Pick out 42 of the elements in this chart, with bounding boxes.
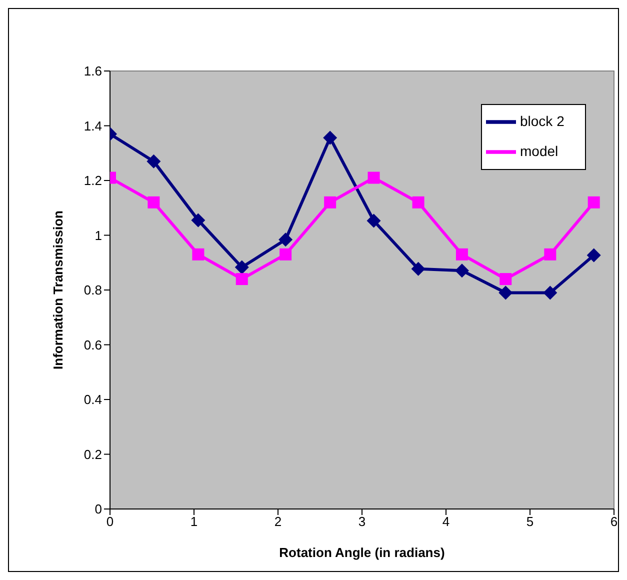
y-tick-label: 0.4 bbox=[84, 392, 102, 408]
x-axis-title: Rotation Angle (in radians) bbox=[279, 545, 445, 560]
x-tick-label: 2 bbox=[274, 514, 282, 530]
point bbox=[280, 248, 292, 260]
y-tick-label: 1 bbox=[94, 228, 102, 243]
point bbox=[148, 196, 160, 208]
x-tick-label: 4 bbox=[442, 514, 450, 530]
point bbox=[544, 248, 556, 260]
x-tick-label: 5 bbox=[526, 514, 534, 530]
x-tick-label: 0 bbox=[106, 514, 114, 530]
point bbox=[366, 214, 381, 228]
point bbox=[278, 232, 293, 247]
point bbox=[368, 172, 380, 184]
y-axis-title: Information Transmission bbox=[50, 210, 66, 370]
x-tick-label: 3 bbox=[358, 514, 366, 530]
point bbox=[412, 196, 424, 208]
y-tick-label: 0.8 bbox=[84, 282, 102, 298]
legend-label: model bbox=[520, 143, 558, 160]
point bbox=[543, 286, 558, 300]
point bbox=[146, 154, 161, 168]
point bbox=[500, 273, 512, 286]
y-tick-label: 1.4 bbox=[84, 118, 102, 134]
legend-label: block 2 bbox=[520, 113, 564, 130]
point bbox=[236, 273, 248, 286]
point bbox=[456, 248, 468, 260]
point bbox=[191, 213, 206, 228]
y-tick-label: 0.6 bbox=[84, 337, 102, 352]
point bbox=[586, 248, 601, 262]
y-tick-label: 1.6 bbox=[84, 64, 102, 79]
x-tick-label: 1 bbox=[190, 514, 198, 530]
y-tick-label: 1.2 bbox=[84, 173, 102, 188]
point bbox=[323, 130, 338, 145]
point bbox=[411, 262, 426, 276]
x-tick-label: 6 bbox=[610, 514, 618, 530]
point bbox=[234, 260, 249, 274]
point bbox=[498, 286, 513, 300]
y-tick-label: 0.2 bbox=[84, 446, 102, 462]
point bbox=[192, 248, 204, 260]
point bbox=[588, 196, 600, 208]
point bbox=[454, 264, 469, 278]
y-tick-label: 0 bbox=[94, 502, 102, 517]
point bbox=[324, 196, 336, 208]
